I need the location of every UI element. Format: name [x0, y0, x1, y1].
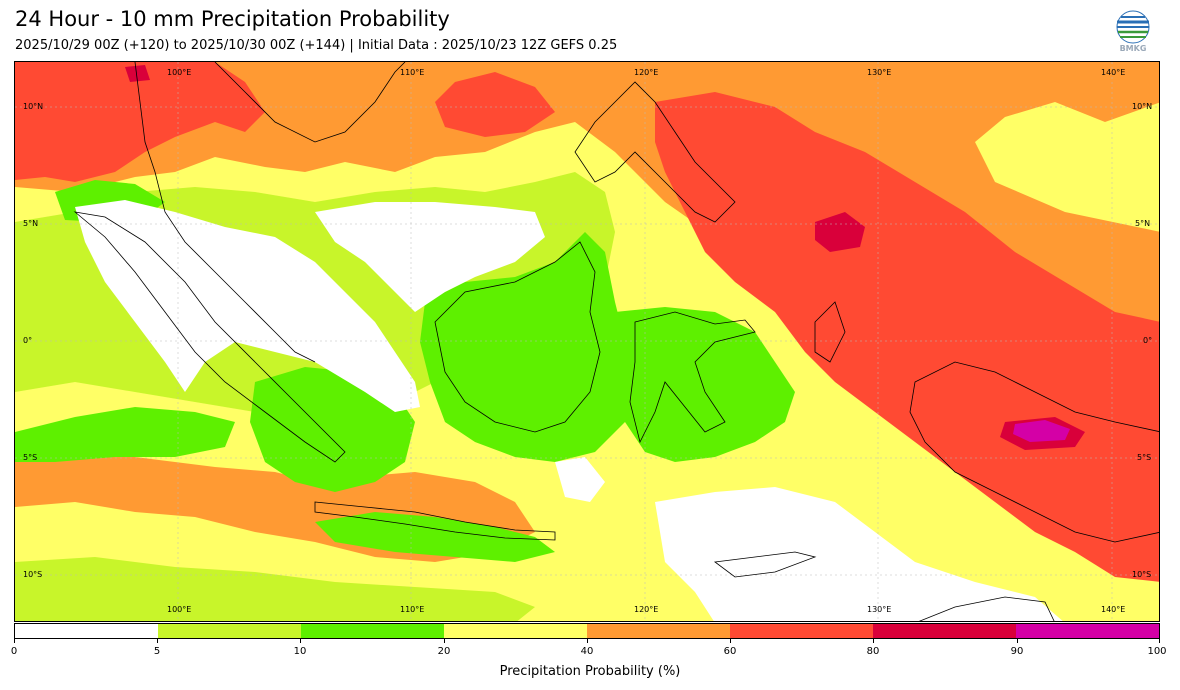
precipitation-map[interactable]: 100°E 110°E 120°E 130°E 140°E 100°E 110°… [14, 61, 1160, 622]
field-white-malay [75, 200, 420, 412]
colorbar-tick-80: 80 [866, 646, 880, 657]
lat-label-left-5n: 5°N [23, 219, 39, 228]
colorbar-tick-100: 100 [1147, 646, 1167, 657]
lat-label-right-5s: 5°S [1137, 453, 1152, 462]
colorbar-tick-mark [730, 639, 731, 643]
field-red-east [655, 92, 1159, 582]
lon-label-top-120: 120°E [634, 68, 659, 77]
field-white-south-sulawesi [555, 457, 605, 502]
colorbar-tick-mark [587, 639, 588, 643]
lat-label-left-10s: 10°S [23, 570, 43, 579]
field-green-borneo [420, 232, 635, 462]
lat-label-right-0: 0° [1143, 336, 1153, 345]
lat-label-right-5n: 5°N [1135, 219, 1151, 228]
lon-label-top-110: 110°E [400, 68, 425, 77]
coast-australia [918, 596, 1055, 621]
lon-label-bottom-140: 140°E [1101, 605, 1126, 614]
chart-title: 24 Hour - 10 mm Precipitation Probabilit… [15, 7, 450, 31]
colorbar-tick-10: 10 [293, 646, 307, 657]
coast-sulawesi [629, 311, 756, 444]
lon-label-bottom-110: 110°E [400, 605, 425, 614]
coast-indochina [214, 62, 406, 143]
colorbar-seg-60-80 [730, 624, 873, 638]
chart-subtitle: 2025/10/29 00Z (+120) to 2025/10/30 00Z … [15, 38, 618, 53]
map-svg [15, 62, 1159, 621]
colorbar-seg-20-40 [444, 624, 587, 638]
lon-label-bottom-130: 130°E [867, 605, 892, 614]
colorbar-tick-40: 40 [580, 646, 594, 657]
coastlines [73, 62, 1159, 621]
graticule [15, 62, 1159, 621]
bmkg-logo: BMKG [1113, 10, 1153, 56]
coast-borneo [434, 241, 601, 433]
coast-halmahera [814, 301, 846, 363]
colorbar-seg-80-90 [873, 624, 1016, 638]
lat-label-right-10s: 10°S [1132, 570, 1152, 579]
lon-label-top-100: 100°E [167, 68, 192, 77]
field-white-borneo [315, 202, 545, 312]
colorbar-tick-20: 20 [437, 646, 451, 657]
lat-label-left-5s: 5°S [23, 453, 38, 462]
field-magenta [1013, 420, 1070, 442]
colorbar-tick-90: 90 [1010, 646, 1024, 657]
coast-sumatra [73, 211, 346, 463]
colorbar-seg-90-100 [1016, 624, 1159, 638]
coast-philippines [574, 81, 736, 223]
colorbar-tick-0: 0 [10, 646, 18, 657]
coast-malay-peninsula [134, 62, 316, 363]
field-green-sulawesi [615, 307, 795, 462]
coast-java [314, 501, 556, 541]
colorbar [14, 623, 1160, 639]
colorbar-tick-mark [873, 639, 874, 643]
field-green-java [315, 512, 555, 562]
colorbar-tick-mark [444, 639, 445, 643]
field-crimson-3 [125, 65, 150, 82]
lon-label-bottom-120: 120°E [634, 605, 659, 614]
globe-icon [1116, 10, 1150, 44]
colorbar-tick-mark [300, 639, 301, 643]
colorbar-tick-60: 60 [723, 646, 737, 657]
lat-label-left-10n: 10°N [23, 102, 44, 111]
colorbar-tick-mark [1017, 639, 1018, 643]
field-crimson-1 [815, 212, 865, 252]
lat-label-right-10n: 10°N [1132, 102, 1153, 111]
colorbar-seg-0-5 [15, 624, 158, 638]
logo-text: BMKG [1119, 44, 1147, 53]
colorbar-tick-mark [157, 639, 158, 643]
field-red-northwest [15, 62, 265, 182]
coast-timor [713, 551, 817, 578]
colorbar-tick-mark [14, 639, 15, 643]
colorbar-axis-title: Precipitation Probability (%) [499, 664, 681, 679]
colorbar-seg-10-20 [301, 624, 444, 638]
field-green-west [15, 407, 235, 462]
colorbar-seg-5-10 [158, 624, 301, 638]
field-lightgreen-south [15, 557, 535, 621]
field-white-southeast [655, 487, 1063, 621]
lon-label-top-140: 140°E [1101, 68, 1126, 77]
field-red-north-center [435, 72, 555, 137]
colorbar-tick-mark [1159, 639, 1160, 643]
field-orange-north [15, 62, 1159, 422]
coast-new-guinea [909, 361, 1159, 543]
colorbar-tick-5: 5 [153, 646, 161, 657]
lon-label-top-130: 130°E [867, 68, 892, 77]
lat-label-left-0: 0° [23, 336, 33, 345]
lon-label-bottom-100: 100°E [167, 605, 192, 614]
colorbar-seg-40-60 [587, 624, 730, 638]
